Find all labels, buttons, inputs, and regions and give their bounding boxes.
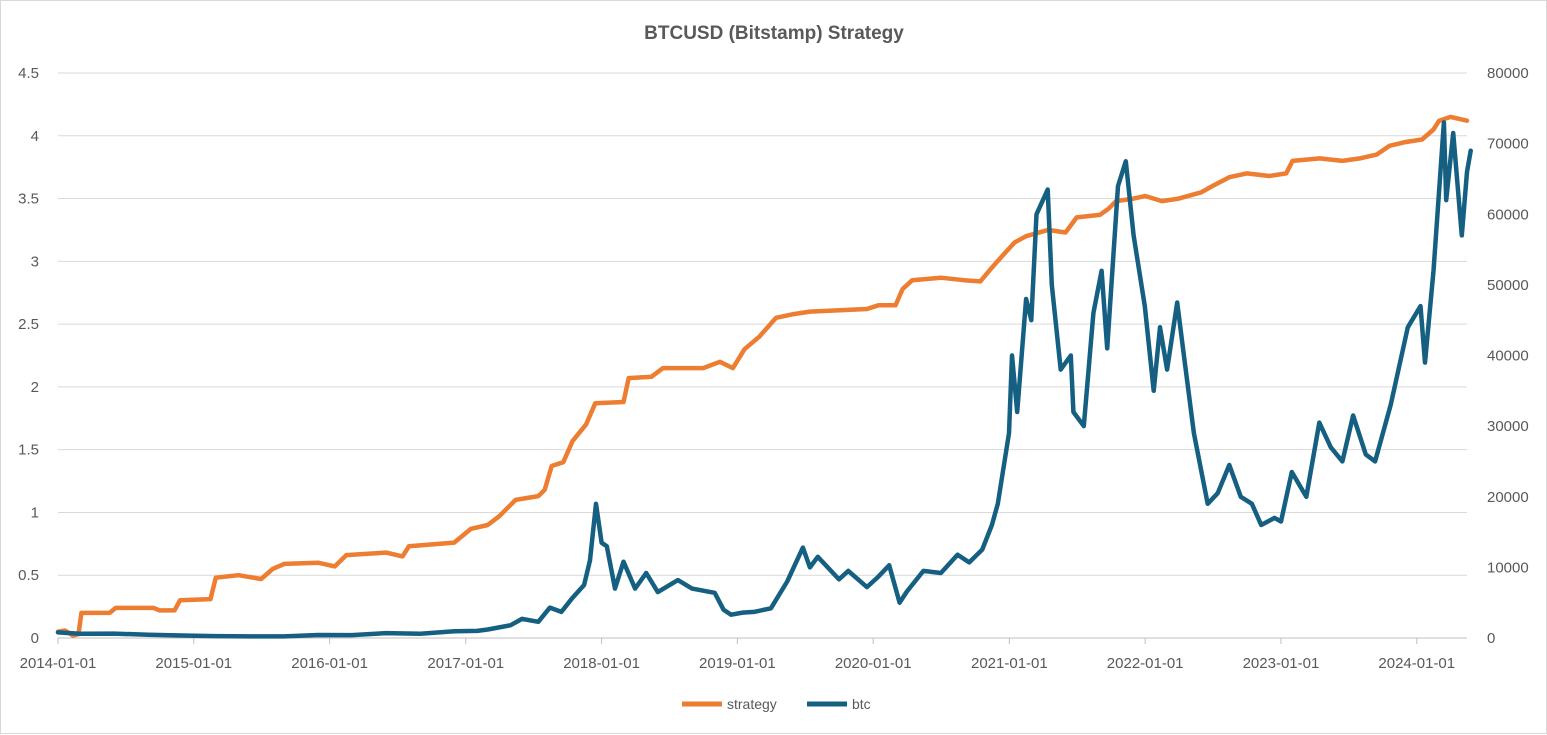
y-right-tick-label: 60000 <box>1487 206 1529 223</box>
x-tick-label: 2017-01-01 <box>427 655 504 672</box>
x-tick-label: 2020-01-01 <box>835 655 912 672</box>
x-tick-label: 2018-01-01 <box>563 655 640 672</box>
y-right-tick-label: 10000 <box>1487 559 1529 576</box>
y-left-tick-label: 0.5 <box>18 567 39 584</box>
y-left-tick-label: 2.5 <box>18 316 39 333</box>
x-tick-label: 2022-01-01 <box>1107 655 1184 672</box>
x-tick-label: 2023-01-01 <box>1243 655 1320 672</box>
y-left-tick-label: 1 <box>31 504 39 521</box>
x-tick-label: 2014-01-01 <box>20 655 97 672</box>
y-left-tick-label: 4.5 <box>18 65 39 82</box>
y-left-tick-label: 0 <box>31 630 39 647</box>
plot-lines <box>55 114 1473 639</box>
y-right-tick-label: 40000 <box>1487 348 1529 365</box>
y-left-tick-label: 1.5 <box>18 442 39 459</box>
y-right-tick-label: 0 <box>1487 630 1495 647</box>
y-right-tick-label: 50000 <box>1487 277 1529 294</box>
x-tick-label: 2021-01-01 <box>971 655 1048 672</box>
gridlines <box>58 72 1467 639</box>
y-right-tick-label: 80000 <box>1487 65 1529 82</box>
legend: strategy btc <box>682 696 871 712</box>
legend-label-btc: btc <box>852 696 871 712</box>
y-left-tick-label: 2 <box>31 379 39 396</box>
y-axis-left: 0 0.5 1 1.5 2 2.5 3 3.5 4 4.5 <box>18 65 39 647</box>
x-tick-label: 2016-01-01 <box>291 655 368 672</box>
x-tick-label: 2015-01-01 <box>155 655 232 672</box>
y-axis-right: 0 10000 20000 30000 40000 50000 60000 70000 8000… <box>1487 65 1529 647</box>
x-axis: 2014-01-01 2015-01-01 2016-01-01 2017-01-01… <box>20 637 1467 672</box>
y-right-tick-label: 30000 <box>1487 418 1529 435</box>
legend-label-strategy: strategy <box>727 696 777 712</box>
series-line-strategy <box>55 114 1470 638</box>
y-right-tick-label: 70000 <box>1487 136 1529 153</box>
y-left-tick-label: 4 <box>31 128 39 145</box>
series-line-btc <box>55 120 1473 639</box>
x-tick-label: 2019-01-01 <box>699 655 776 672</box>
chart-title: BTCUSD (Bitstamp) Strategy <box>644 23 904 44</box>
y-right-tick-label: 20000 <box>1487 489 1529 506</box>
y-left-tick-label: 3.5 <box>18 191 39 208</box>
x-tick-label: 2024-01-01 <box>1378 655 1455 672</box>
y-left-tick-label: 3 <box>31 253 39 270</box>
